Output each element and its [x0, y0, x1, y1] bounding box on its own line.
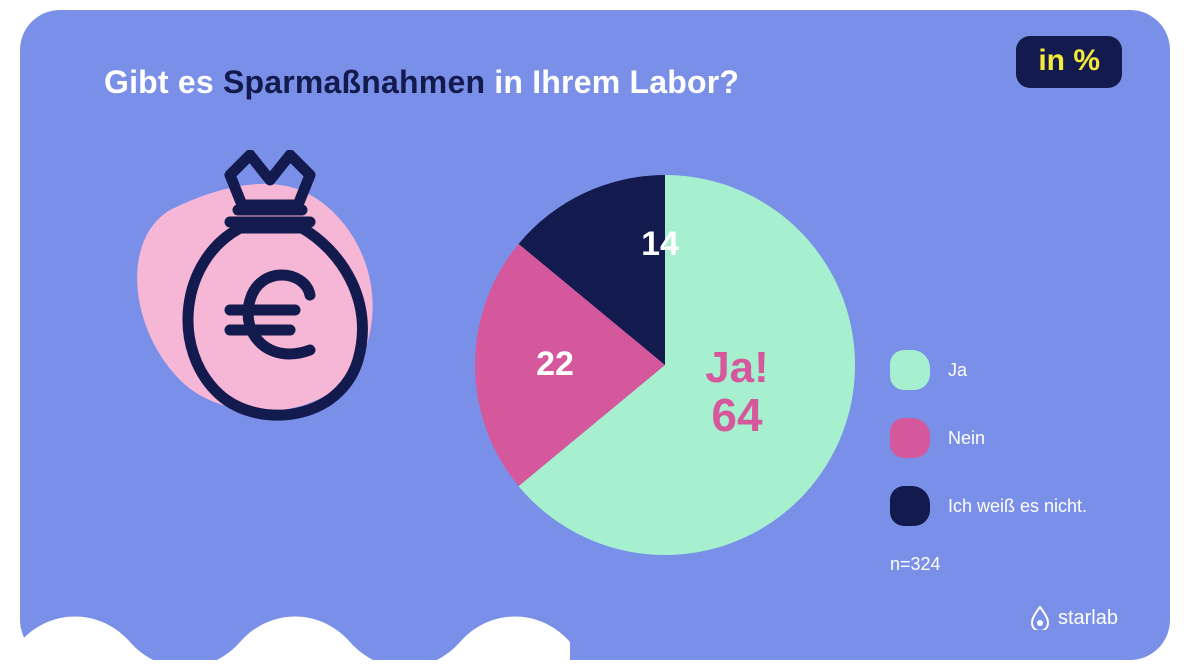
slice-value-dontknow: 14: [630, 225, 690, 264]
unit-badge: in %: [1016, 36, 1122, 88]
legend: Ja Nein Ich weiß es nicht. n=324: [890, 350, 1087, 575]
slice-value-ja: Ja! 64: [657, 345, 817, 439]
legend-label-nein: Nein: [948, 428, 985, 449]
legend-item-dontknow: Ich weiß es nicht.: [890, 486, 1087, 526]
legend-item-ja: Ja: [890, 350, 1087, 390]
title-pre: Gibt es: [104, 64, 223, 100]
legend-label-ja: Ja: [948, 360, 967, 381]
title: Gibt es Sparmaßnahmen in Ihrem Labor?: [104, 64, 739, 101]
title-post: in Ihrem Labor?: [485, 64, 739, 100]
swatch-dontknow: [890, 486, 930, 526]
title-emphasis: Sparmaßnahmen: [223, 64, 485, 100]
money-bag-illustration: [110, 150, 410, 430]
slice-value-nein: 22: [520, 345, 590, 384]
legend-item-nein: Nein: [890, 418, 1087, 458]
legend-label-dontknow: Ich weiß es nicht.: [948, 496, 1087, 517]
sample-size: n=324: [890, 554, 1087, 575]
pie-chart: 14 22 Ja! 64: [475, 175, 855, 555]
infographic-card: in % Gibt es Sparmaßnahmen in Ihrem Labo…: [20, 10, 1170, 660]
wave-border: [20, 614, 1170, 660]
swatch-nein: [890, 418, 930, 458]
center-label-text: Ja!: [705, 343, 769, 392]
center-label-value: 64: [657, 391, 817, 439]
swatch-ja: [890, 350, 930, 390]
